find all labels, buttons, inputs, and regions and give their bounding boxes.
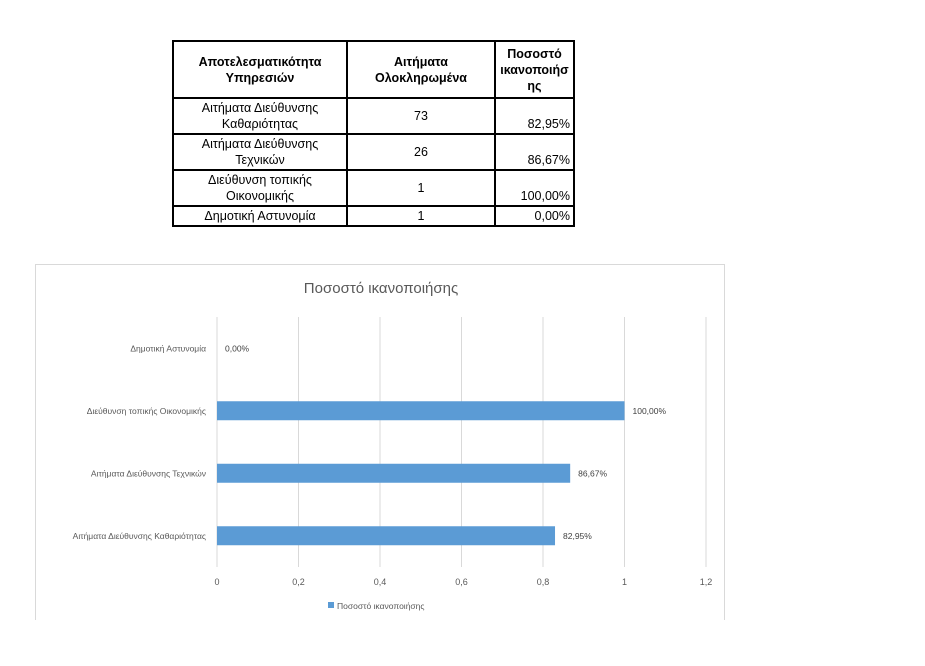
completed-cell: 26 <box>346 133 496 171</box>
completed-cell: 1 <box>346 205 496 227</box>
bar-chart: Ποσοστό ικανοποιήσης 0 0,2 0,4 0,6 0,8 1 1,2 Αιτ… <box>73 280 713 611</box>
data-label: 100,00% <box>633 406 667 416</box>
x-tick-label: 0,4 <box>374 577 387 587</box>
x-tick-label: 0,8 <box>537 577 550 587</box>
data-label: 0,00% <box>225 343 250 353</box>
satisfaction-cell: 86,67% <box>494 133 575 171</box>
chart-area: Ποσοστό ικανοποιήσης 0 0,2 0,4 0,6 0,8 1 1,2 Αιτ… <box>35 264 725 620</box>
x-tick-label: 0,2 <box>292 577 305 587</box>
x-tick-label: 0,6 <box>455 577 468 587</box>
table-row: Αιτήματα Διεύθυνσης Τεχνικών 26 86,67% <box>172 133 575 171</box>
x-tick-label: 1 <box>622 577 627 587</box>
service-cell: Διεύθυνση τοπικής Οικονομικής <box>172 169 348 207</box>
table-row: Διεύθυνση τοπικής Οικονομικής 1 100,00% <box>172 169 575 207</box>
bar <box>217 401 625 421</box>
x-tick-label: 0 <box>214 577 219 587</box>
header-satisfaction: Ποσοστό ικανοποιήσ ης <box>494 40 575 99</box>
x-tick-label: 1,2 <box>700 577 713 587</box>
satisfaction-cell: 82,95% <box>494 97 575 135</box>
bar <box>217 526 556 546</box>
service-cell: Αιτήματα Διεύθυνσης Τεχνικών <box>172 133 348 171</box>
header-service: Αποτελεσματικότητα Υπηρεσιών <box>172 40 348 99</box>
legend-swatch <box>328 602 334 608</box>
completed-cell: 1 <box>346 169 496 207</box>
satisfaction-cell: 0,00% <box>494 205 575 227</box>
data-label: 82,95% <box>563 531 592 541</box>
legend-label: Ποσοστό ικανοποιήσης <box>337 601 425 611</box>
y-category-label: Διεύθυνση τοπικής Οικονομικής <box>87 406 206 416</box>
header-completed: Αιτήματα Ολοκληρωμένα <box>346 40 496 99</box>
data-label: 86,67% <box>578 468 607 478</box>
table-row: Αιτήματα Διεύθυνσης Καθαριότητας 73 82,9… <box>172 97 575 135</box>
completed-cell: 73 <box>346 97 496 135</box>
service-cell: Δημοτική Αστυνομία <box>172 205 348 227</box>
bar <box>217 463 571 483</box>
service-cell: Αιτήματα Διεύθυνσης Καθαριότητας <box>172 97 348 135</box>
satisfaction-cell: 100,00% <box>494 169 575 207</box>
y-category-label: Δημοτική Αστυνομία <box>130 343 206 353</box>
y-category-label: Αιτήματα Διεύθυνσης Καθαριότητας <box>73 531 206 541</box>
table-row: Δημοτική Αστυνομία 1 0,00% <box>172 205 575 227</box>
table-header-row: Αποτελεσματικότητα Υπηρεσιών Αιτήματα Ολ… <box>172 40 575 99</box>
summary-table: Αποτελεσματικότητα Υπηρεσιών Αιτήματα Ολ… <box>172 40 575 227</box>
y-category-label: Αιτήματα Διεύθυνσης Τεχνικών <box>91 468 206 478</box>
chart-title: Ποσοστό ικανοποιήσης <box>304 280 458 297</box>
